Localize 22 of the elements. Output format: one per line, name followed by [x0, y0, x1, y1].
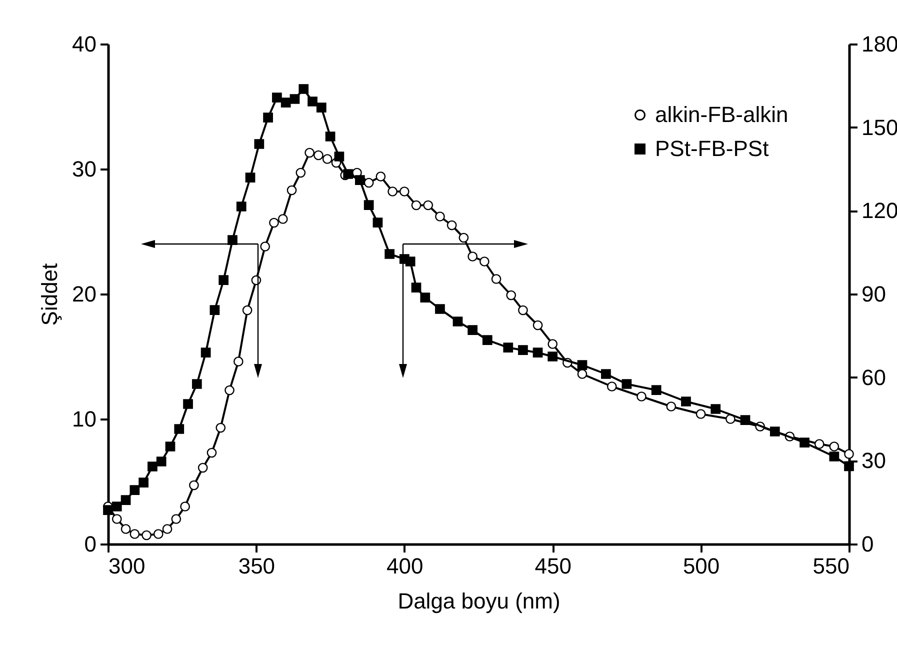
- y-axis-title: Şiddet: [37, 263, 62, 326]
- y2-tick-label: 30: [862, 448, 886, 474]
- y-tick-label: 10: [72, 406, 96, 432]
- y-tick-label: 40: [72, 32, 96, 56]
- x-tick-label: 450: [534, 554, 572, 578]
- x-tick-label: 550: [812, 554, 850, 578]
- y2-tick-label: 0: [862, 532, 874, 556]
- y2-tick-label: 180: [862, 32, 897, 56]
- x-axis-title: Dalga boyu (nm): [398, 588, 560, 614]
- x-tick-label: 350: [238, 554, 276, 578]
- x-tick-label: 500: [682, 554, 720, 578]
- x-tick-label: 300: [108, 554, 146, 578]
- y2-tick-label: 90: [862, 282, 886, 306]
- legend-label: alkin-FB-alkin: [655, 102, 788, 127]
- y-tick-label: 30: [72, 156, 96, 182]
- y-tick-label: 20: [72, 282, 96, 306]
- y2-tick-label: 120: [862, 198, 897, 224]
- y2-tick-label: 150: [862, 114, 897, 140]
- x-tick-label: 400: [386, 554, 424, 578]
- legend-label: PSt-FB-PSt: [655, 136, 769, 161]
- y-tick-label: 0: [84, 532, 96, 556]
- y2-tick-label: 60: [862, 364, 886, 390]
